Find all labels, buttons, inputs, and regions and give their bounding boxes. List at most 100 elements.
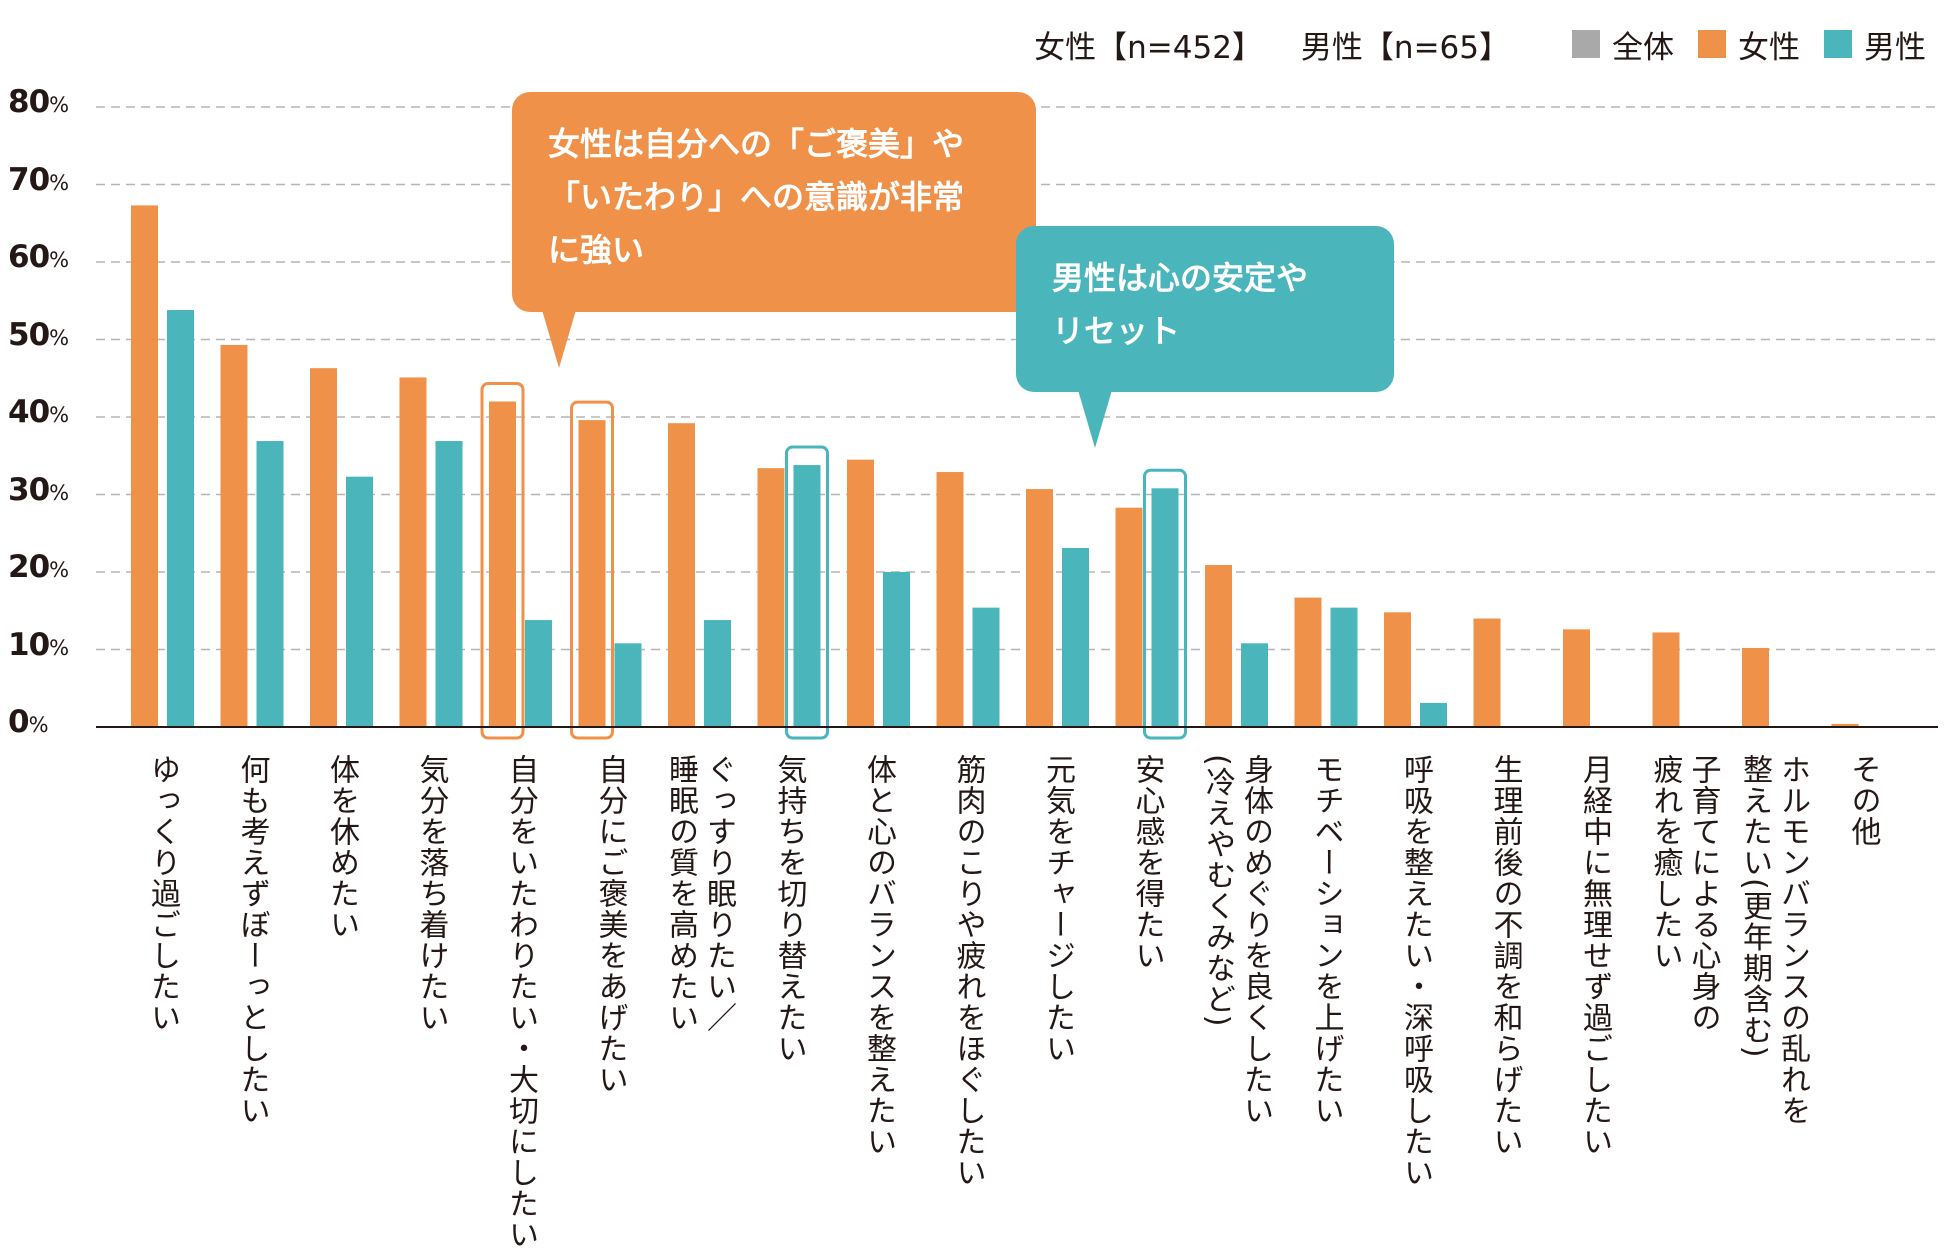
y-tick-unit: % <box>49 480 70 505</box>
y-tick-unit: % <box>49 558 70 582</box>
x-category-line: 生理前後の不調を和らげたい <box>1487 754 1523 1157</box>
y-tick-unit: % <box>49 635 70 660</box>
highlight-box-11 <box>1143 468 1187 740</box>
x-category-label: 自分をいたわりたい・大切にしたい <box>502 754 538 1250</box>
x-category-label: 月経中に無理せず過ごしたい <box>1576 754 1612 1157</box>
x-category-line: ゆっくり過ごしたい <box>145 754 180 1033</box>
bar-male-4 <box>525 620 552 727</box>
callout-female: 女性は自分への「ご褒美」や 「いたわり」への意識が非常 に強い <box>512 92 1036 368</box>
y-tick-label: 80% <box>8 85 70 119</box>
bar-female-4 <box>489 401 516 727</box>
x-category-label: 子育てによる心身の 疲れを癒したい <box>1647 754 1721 1033</box>
highlight-boxes <box>480 382 1187 740</box>
bar-male-2 <box>346 476 373 727</box>
bar-female-17 <box>1652 632 1680 727</box>
bar-female-10 <box>1026 489 1053 727</box>
bar-male-6 <box>704 620 731 727</box>
x-category-label: 筋肉のこりや疲れをほぐしたい <box>950 754 986 1188</box>
bar-female-13 <box>1294 597 1322 727</box>
highlight-box-7 <box>785 445 829 740</box>
bar-female-8 <box>847 459 874 727</box>
legend-label-female: 女性 <box>1738 29 1800 66</box>
x-category-line: 気持ちを切り替えたい <box>771 754 807 1064</box>
bar-male-3 <box>435 441 463 727</box>
x-category-line: 自分にご褒美をあげたい <box>592 754 628 1095</box>
x-category-line: 自分をいたわりたい・大切にしたい <box>503 754 538 1250</box>
x-category-label: ぐっすり眠りたい／ 睡眠の質を高めたい <box>662 754 736 1033</box>
bar-male-14 <box>1420 702 1447 727</box>
x-category-line: 安心感を得たい <box>1129 754 1165 971</box>
y-tick-label: 30% <box>8 473 70 507</box>
x-category-label: 自分にご褒美をあげたい <box>592 754 628 1095</box>
y-tick-number: 60 <box>8 239 50 275</box>
legend-item-female: 女性 <box>1698 22 1800 67</box>
y-tick-number: 10 <box>8 626 50 663</box>
bar-male-13 <box>1330 607 1358 727</box>
legend-swatch-female <box>1698 30 1726 58</box>
x-category-line: その他 <box>1845 754 1881 847</box>
y-tick-unit: % <box>28 713 49 737</box>
bar-female-2 <box>310 368 337 727</box>
callout-female-text: 女性は自分への「ご褒美」や 「いたわり」への意識が非常 に強い <box>548 125 965 269</box>
bar-female-7 <box>757 468 785 727</box>
y-tick-number: 40 <box>8 394 50 430</box>
x-category-label: ゆっくり過ごしたい <box>144 754 180 1033</box>
bar-male-11 <box>1151 488 1179 727</box>
y-tick-number: 80 <box>8 84 50 120</box>
x-category-line: 疲れを癒したい <box>1647 754 1683 971</box>
x-category-line: 子育てによる心身の <box>1685 754 1721 1033</box>
x-category-label: 体を休めたい <box>323 754 359 940</box>
bar-female-3 <box>399 377 427 727</box>
x-category-line: 呼吸を整えたい・深呼吸したい <box>1398 754 1433 1188</box>
bar-female-5 <box>578 420 606 727</box>
x-category-label: 生理前後の不調を和らげたい <box>1487 754 1523 1157</box>
legend-sample-female: 女性【n=452】 <box>1034 29 1263 66</box>
legend-swatch-male <box>1824 30 1852 58</box>
bar-male-12 <box>1241 643 1268 727</box>
x-category-line: 睡眠の質を高めたい <box>663 754 698 1033</box>
y-tick-number: 50 <box>8 316 50 353</box>
bar-chart <box>96 106 1938 740</box>
y-tick-label: 0% <box>8 705 70 739</box>
legend-item-male: 男性 <box>1824 22 1926 67</box>
bar-female-19 <box>1831 723 1859 727</box>
bar-female-0 <box>131 205 158 728</box>
legend-label-total: 全体 <box>1612 29 1674 66</box>
x-category-label: 元気をチャージしたい <box>1039 754 1075 1064</box>
bar-female-6 <box>668 423 695 727</box>
x-category-label: その他 <box>1845 754 1881 847</box>
x-category-label: 身体のめぐりを良くしたい (冷えやむくみなど) <box>1199 754 1273 1126</box>
y-tick-label: 10% <box>8 628 70 662</box>
x-category-label: ホルモンバランスの乱れを 整えたい(更年期含む) <box>1736 754 1810 1126</box>
x-category-line: モチベーションを上げたい <box>1308 754 1344 1126</box>
x-category-line: 身体のめぐりを良くしたい <box>1238 754 1273 1126</box>
y-tick-label: 50% <box>8 318 70 352</box>
y-tick-number: 30 <box>8 471 50 508</box>
y-tick-unit: % <box>49 403 70 427</box>
legend-label-male: 男性 <box>1864 29 1926 66</box>
callout-male-tail <box>1078 390 1112 448</box>
x-category-label: 安心感を得たい <box>1129 754 1165 971</box>
y-tick-label: 60% <box>8 240 70 274</box>
y-tick-unit: % <box>49 93 70 117</box>
y-tick-unit: % <box>49 248 70 272</box>
bar-male-10 <box>1062 547 1089 727</box>
legend-swatch-total <box>1572 30 1600 58</box>
x-category-line: 筋肉のこりや疲れをほぐしたい <box>950 754 986 1188</box>
y-tick-label: 20% <box>8 550 70 584</box>
bar-female-11 <box>1115 507 1143 727</box>
legend: 女性【n=452】 男性【n=65】 全体 女性 男性 <box>1034 20 1926 68</box>
bar-male-0 <box>167 310 194 727</box>
legend-sample-male: 男性【n=65】 <box>1300 29 1510 66</box>
y-tick-number: 20 <box>8 549 50 585</box>
y-tick-number: 70 <box>8 161 50 198</box>
x-category-line: 元気をチャージしたい <box>1040 754 1075 1064</box>
x-category-line: 整えたい(更年期含む) <box>1737 754 1772 1059</box>
bar-female-16 <box>1563 629 1590 727</box>
x-category-line: 体と心のバランスを整えたい <box>861 754 896 1157</box>
x-category-label: 体と心のバランスを整えたい <box>860 754 896 1157</box>
bar-male-1 <box>256 441 284 727</box>
callout-female-tail <box>542 310 576 368</box>
callout-male: 男性は心の安定や リセット <box>1016 226 1394 448</box>
bar-female-9 <box>936 472 964 727</box>
